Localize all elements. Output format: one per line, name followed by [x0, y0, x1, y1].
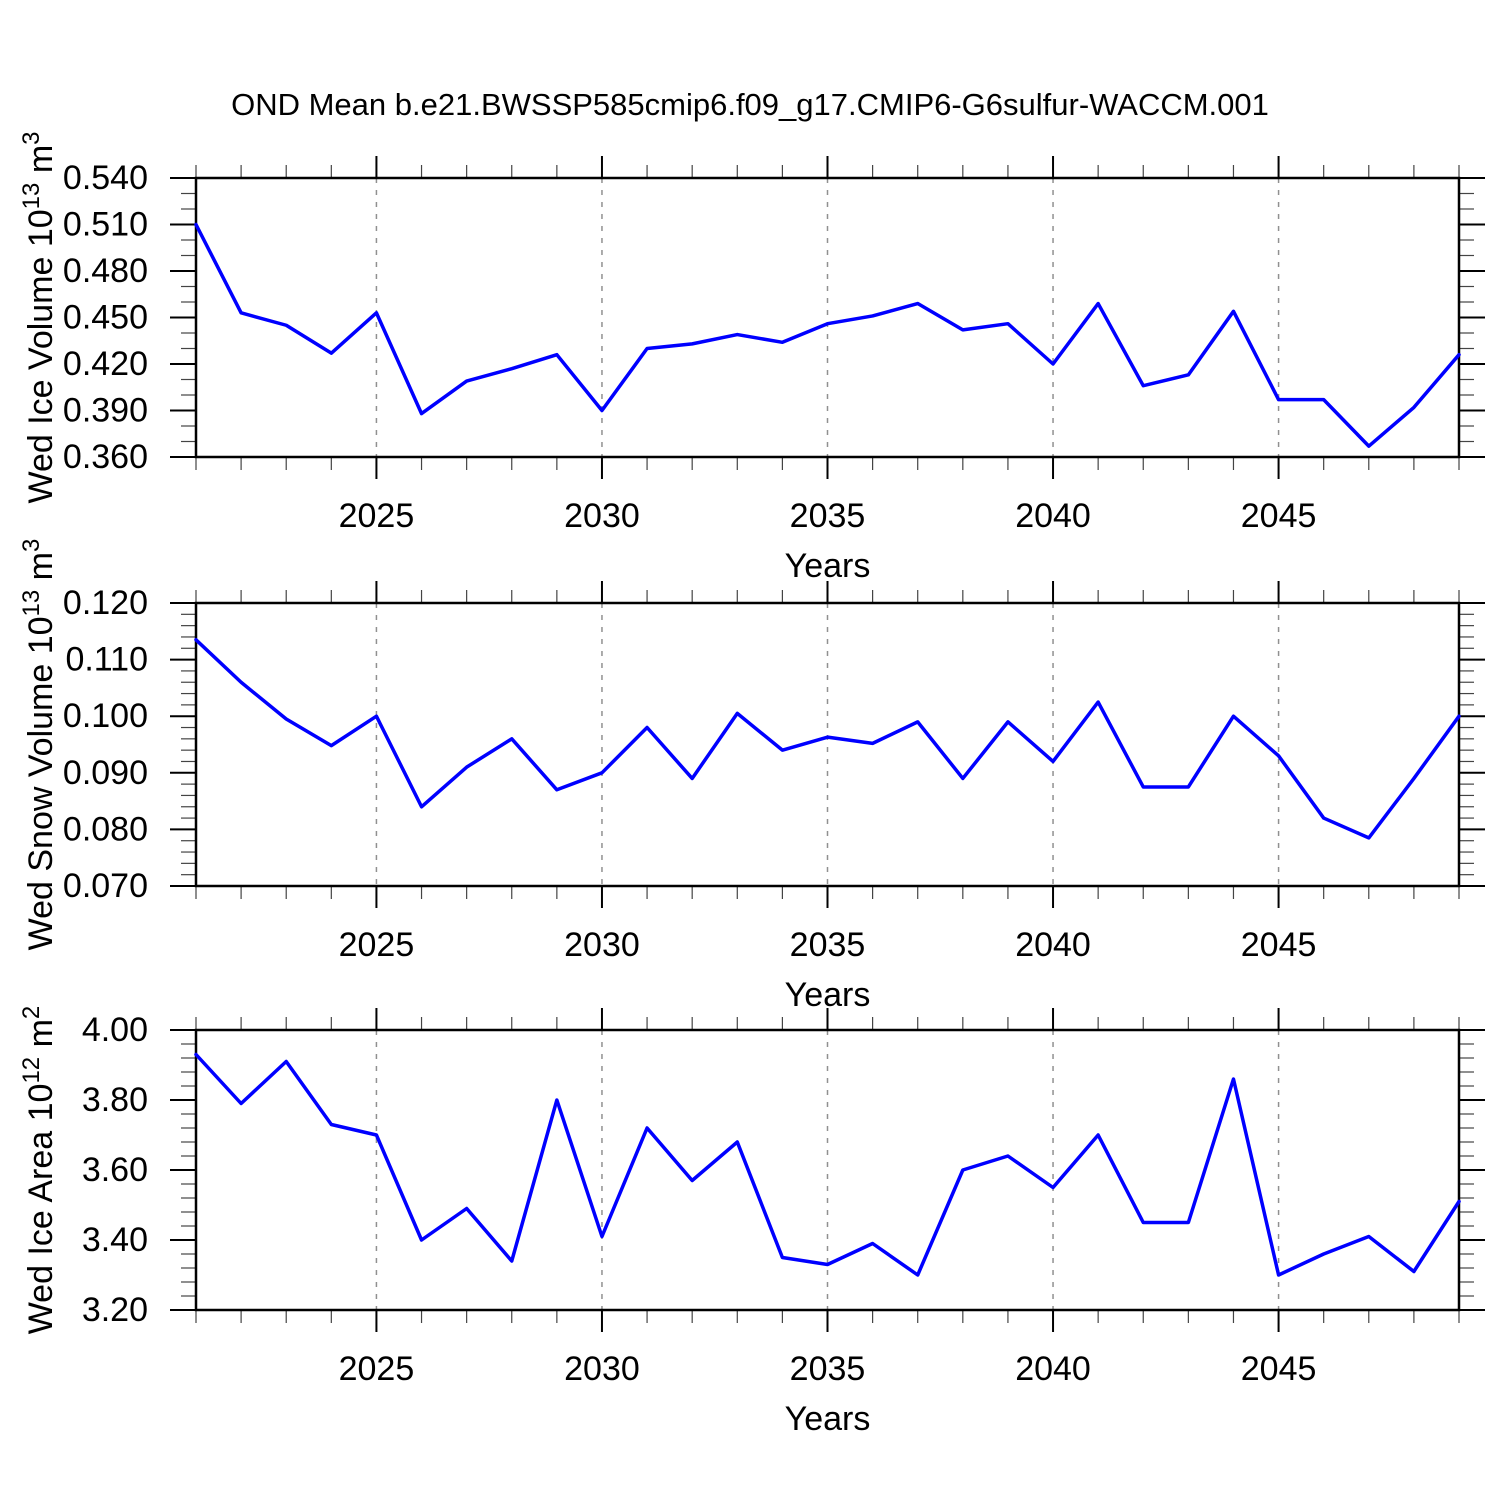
- y-tick-label: 0.450: [63, 299, 148, 337]
- x-tick-label: 2025: [339, 497, 415, 535]
- x-tick-label: 2045: [1241, 1350, 1317, 1388]
- y-tick-label: 0.090: [63, 754, 148, 792]
- y-tick-label: 3.80: [82, 1081, 148, 1119]
- y-tick-label: 0.070: [63, 867, 148, 905]
- x-tick-label: 2025: [339, 926, 415, 964]
- x-axis-title: Years: [785, 1400, 871, 1438]
- panel-ice-volume: 0.360 0.390 0.420 0.450 0.480 0.510 0.540 2025 2…: [18, 131, 1485, 585]
- x-tick-label: 2035: [790, 926, 866, 964]
- x-tick-label: 2040: [1015, 1350, 1091, 1388]
- y-tick-label: 0.360: [63, 438, 148, 476]
- y-tick-label: 0.390: [63, 392, 148, 430]
- y-tick-label: 0.110: [65, 641, 148, 679]
- x-axis-title: Years: [785, 976, 871, 1014]
- panel-border: [194, 176, 1461, 459]
- y-tick-label: 0.480: [63, 252, 148, 290]
- y-axis-title: Wed Ice Area 1012 m2: [18, 1006, 60, 1335]
- data-series-ice-area: [194, 1052, 1461, 1277]
- x-tick-label: 2045: [1241, 497, 1317, 535]
- y-tick-label: 3.60: [82, 1151, 148, 1189]
- y-axis-title: Wed Snow Volume 1013 m3: [18, 539, 60, 951]
- panel-border: [194, 1028, 1461, 1312]
- y-tick-label: 4.00: [82, 1011, 148, 1049]
- y-tick-label: 0.420: [63, 345, 148, 383]
- data-series-snow-volume: [194, 638, 1461, 840]
- x-tick-label: 2030: [564, 926, 640, 964]
- x-tick-label: 2030: [564, 497, 640, 535]
- x-axis-title: Years: [785, 547, 871, 585]
- x-tick-label: 2040: [1015, 926, 1091, 964]
- panel-border: [194, 601, 1461, 888]
- y-tick-label: 0.080: [63, 810, 148, 848]
- x-tick-label: 2025: [339, 1350, 415, 1388]
- data-series-ice-volume: [194, 222, 1461, 448]
- y-tick-label: 0.540: [63, 159, 148, 197]
- panel-snow-volume: 0.070 0.080 0.090 0.100 0.110 0.120 2025 2030 20…: [18, 539, 1485, 1014]
- y-tick-label: 0.120: [63, 584, 148, 622]
- y-tick-label: 0.510: [63, 206, 148, 244]
- x-tick-label: 2030: [564, 1350, 640, 1388]
- x-tick-label: 2035: [790, 497, 866, 535]
- x-tick-label: 2040: [1015, 497, 1091, 535]
- y-tick-label: 3.40: [82, 1221, 148, 1259]
- x-tick-label: 2035: [790, 1350, 866, 1388]
- figure-title: OND Mean b.e21.BWSSP585cmip6.f09_g17.CMI…: [231, 87, 1269, 122]
- panel-ice-area: 3.20 3.40 3.60 3.80 4.00 2025 2030 2035 2040 2045…: [18, 1006, 1485, 1438]
- y-tick-label: 3.20: [82, 1291, 148, 1329]
- y-tick-label: 0.100: [63, 697, 148, 735]
- y-axis-title: Wed Ice Volume 1013 m3: [18, 131, 60, 503]
- x-tick-label: 2045: [1241, 926, 1317, 964]
